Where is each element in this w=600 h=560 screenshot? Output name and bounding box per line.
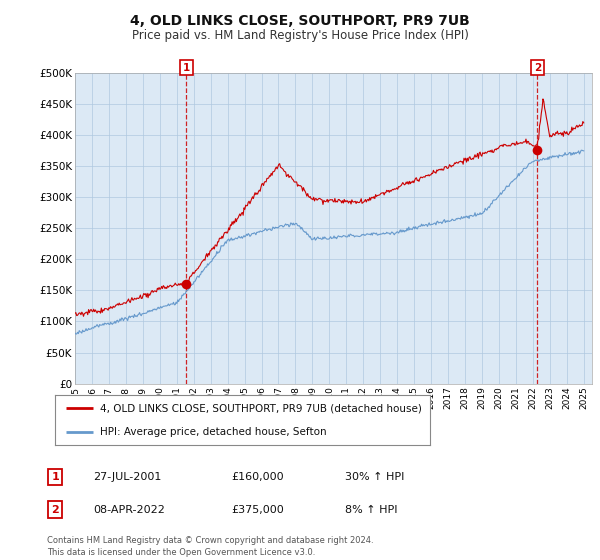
Text: 2: 2: [52, 505, 59, 515]
Text: 1: 1: [183, 63, 190, 73]
Text: 8% ↑ HPI: 8% ↑ HPI: [345, 505, 398, 515]
Text: £375,000: £375,000: [231, 505, 284, 515]
Text: Price paid vs. HM Land Registry's House Price Index (HPI): Price paid vs. HM Land Registry's House …: [131, 29, 469, 42]
Text: 30% ↑ HPI: 30% ↑ HPI: [345, 472, 404, 482]
Text: 4, OLD LINKS CLOSE, SOUTHPORT, PR9 7UB: 4, OLD LINKS CLOSE, SOUTHPORT, PR9 7UB: [130, 14, 470, 28]
Text: HPI: Average price, detached house, Sefton: HPI: Average price, detached house, Seft…: [100, 427, 327, 437]
Text: 08-APR-2022: 08-APR-2022: [93, 505, 165, 515]
Text: 27-JUL-2001: 27-JUL-2001: [93, 472, 161, 482]
Text: 4, OLD LINKS CLOSE, SOUTHPORT, PR9 7UB (detached house): 4, OLD LINKS CLOSE, SOUTHPORT, PR9 7UB (…: [100, 403, 422, 413]
Text: 2: 2: [534, 63, 541, 73]
Text: 1: 1: [52, 472, 59, 482]
Text: £160,000: £160,000: [231, 472, 284, 482]
Text: Contains HM Land Registry data © Crown copyright and database right 2024.
This d: Contains HM Land Registry data © Crown c…: [47, 536, 373, 557]
